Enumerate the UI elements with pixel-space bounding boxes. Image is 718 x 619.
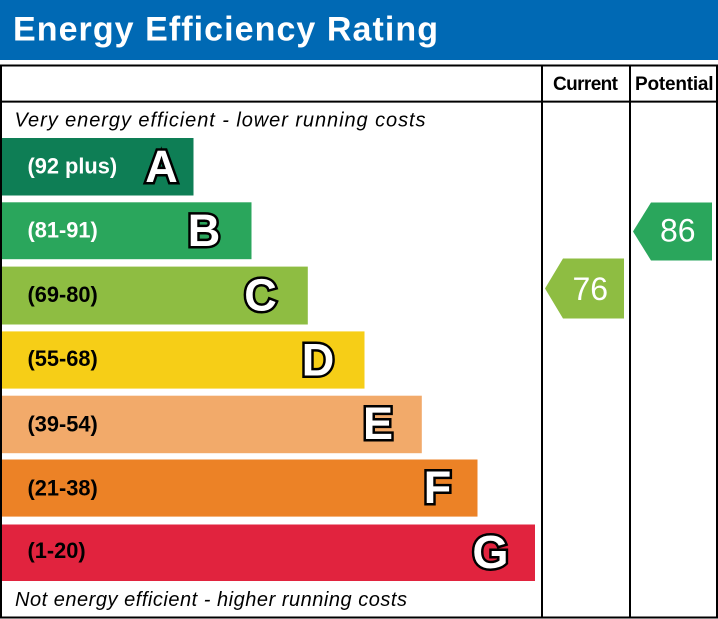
- svg-text:B: B: [188, 205, 221, 256]
- svg-text:Current: Current: [553, 74, 619, 95]
- svg-text:(39-54): (39-54): [28, 412, 98, 437]
- svg-text:C: C: [244, 270, 277, 321]
- svg-text:(55-68): (55-68): [28, 346, 98, 371]
- svg-text:(69-80): (69-80): [28, 282, 98, 307]
- svg-text:F: F: [424, 462, 452, 513]
- svg-text:Energy Efficiency Rating: Energy Efficiency Rating: [13, 10, 438, 48]
- svg-text:A: A: [145, 141, 178, 192]
- svg-text:Very energy efficient - lower: Very energy efficient - lower running co…: [15, 110, 426, 132]
- svg-text:(21-38): (21-38): [28, 475, 98, 500]
- svg-text:(1-20): (1-20): [28, 538, 86, 563]
- svg-text:(92 plus): (92 plus): [28, 154, 118, 179]
- svg-text:76: 76: [573, 271, 609, 307]
- svg-text:D: D: [302, 335, 335, 386]
- svg-text:G: G: [472, 526, 508, 578]
- svg-text:Not energy efficient - higher: Not energy efficient - higher running co…: [15, 589, 407, 611]
- svg-text:86: 86: [660, 213, 696, 249]
- svg-text:Potential: Potential: [635, 74, 714, 95]
- svg-text:(81-91): (81-91): [28, 217, 98, 242]
- svg-text:E: E: [363, 398, 393, 449]
